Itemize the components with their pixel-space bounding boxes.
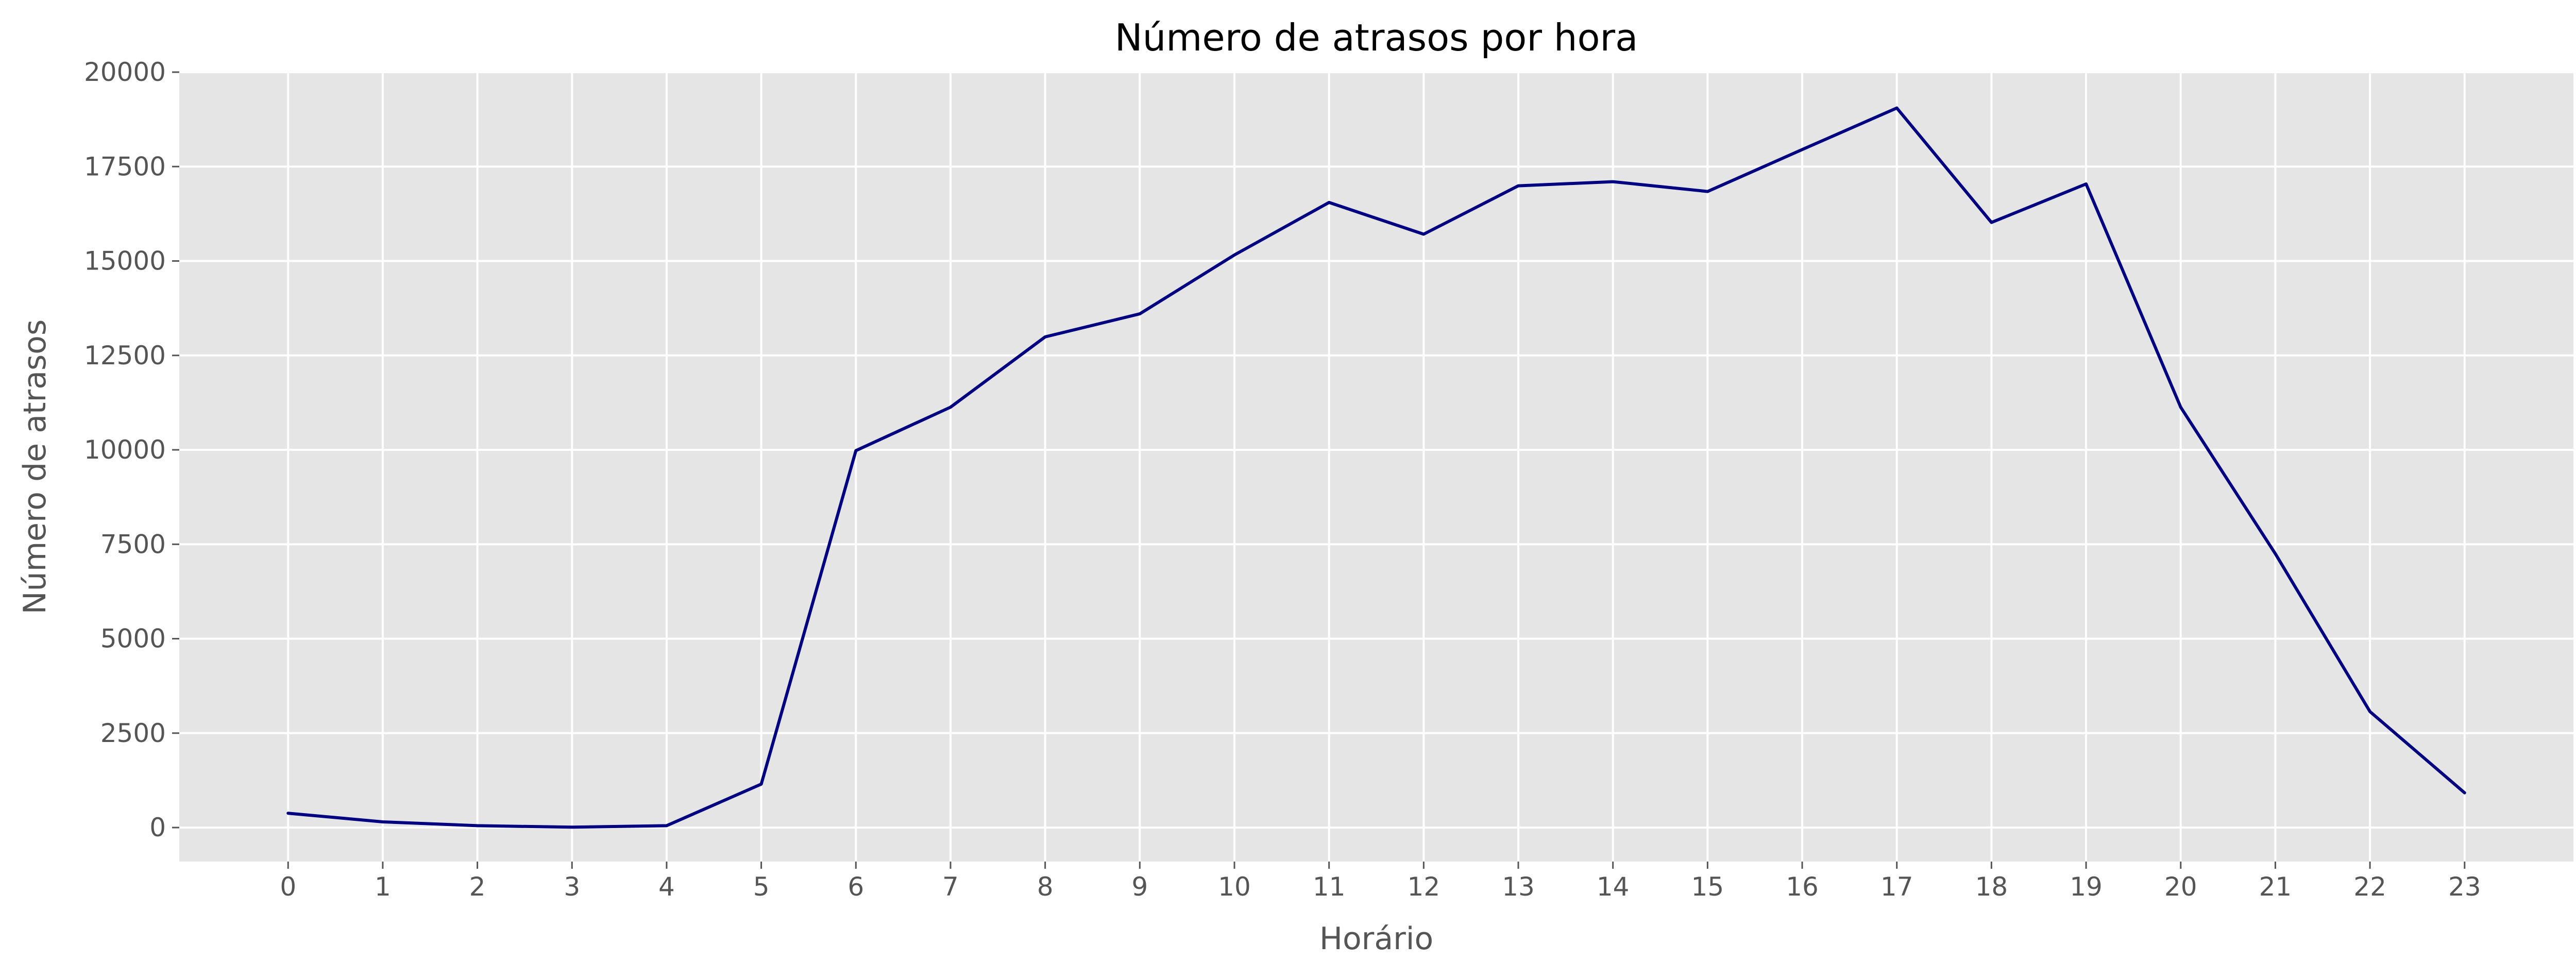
x-tick-label: 3 — [564, 872, 580, 902]
y-tick-label: 2500 — [100, 718, 166, 748]
y-tick-label: 7500 — [100, 529, 166, 559]
x-tick-label: 11 — [1313, 872, 1346, 902]
y-tick-label: 20000 — [84, 57, 166, 87]
x-tick-label: 21 — [2259, 872, 2292, 902]
y-tick-label: 0 — [149, 813, 166, 842]
x-tick-label: 0 — [280, 872, 296, 902]
x-tick-label: 5 — [753, 872, 770, 902]
x-tick-label: 12 — [1408, 872, 1440, 902]
x-tick-label: 23 — [2448, 872, 2481, 902]
x-tick-label: 7 — [942, 872, 959, 902]
x-tick-label: 4 — [658, 872, 675, 902]
x-tick-label: 1 — [375, 872, 391, 902]
x-tick-label: 6 — [848, 872, 864, 902]
series-line — [286, 106, 2466, 829]
x-tick-label: 16 — [1786, 872, 1819, 902]
plot-area — [179, 72, 2573, 862]
series-layer — [286, 106, 2466, 829]
x-tick-label: 2 — [469, 872, 486, 902]
x-tick-label: 17 — [1880, 872, 1913, 902]
y-tick-label: 15000 — [84, 246, 166, 276]
x-axis-label: Horário — [1319, 921, 1433, 957]
y-tick-label: 17500 — [84, 151, 166, 181]
x-axis-ticks: 0 1 2 3 4 5 6 7 8 9 10 11 12 13 14 15 16 17 18 19 20 21 22 23 — [280, 862, 2481, 902]
x-tick-label: 10 — [1218, 872, 1251, 902]
x-tick-label: 9 — [1131, 872, 1148, 902]
y-tick-label: 12500 — [84, 341, 166, 370]
x-tick-label: 18 — [1975, 872, 2008, 902]
y-axis-ticks: 0 2500 5000 7500 10000 12500 15000 17500 20000 — [84, 57, 179, 842]
x-tick-label: 15 — [1691, 872, 1724, 902]
x-tick-label: 14 — [1597, 872, 1630, 902]
x-tick-label: 13 — [1502, 872, 1535, 902]
x-tick-label: 22 — [2353, 872, 2386, 902]
x-tick-label: 19 — [2070, 872, 2103, 902]
x-tick-label: 8 — [1037, 872, 1054, 902]
y-axis-label: Número de atrasos — [17, 319, 53, 614]
x-tick-label: 20 — [2164, 872, 2197, 902]
y-tick-label: 5000 — [100, 624, 166, 654]
y-tick-label: 10000 — [84, 435, 166, 465]
chart-title: Número de atrasos por hora — [1115, 16, 1638, 59]
